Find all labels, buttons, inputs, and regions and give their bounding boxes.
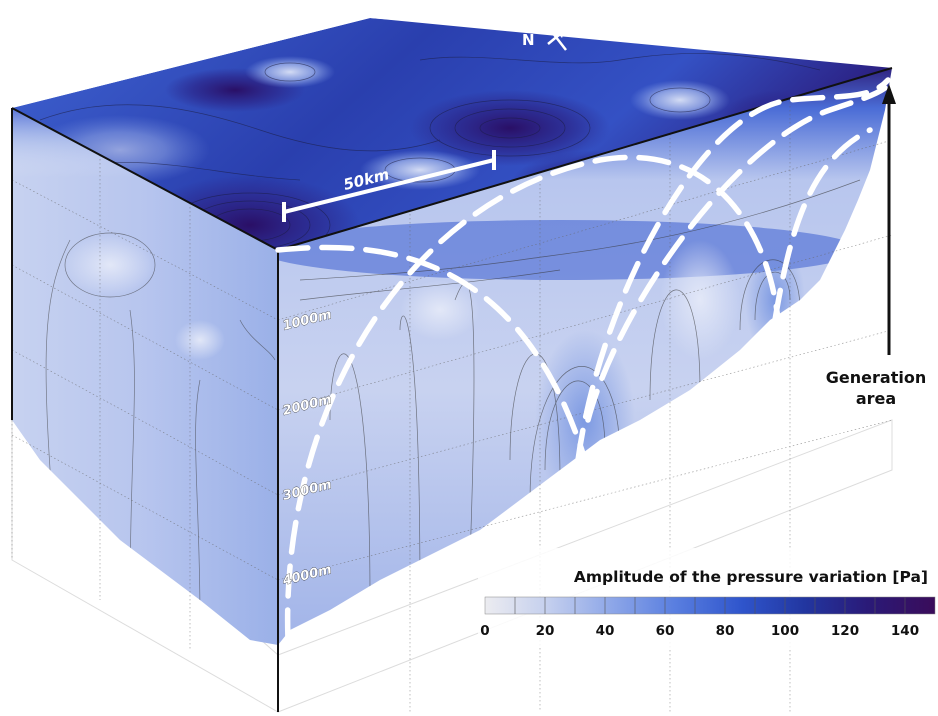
colorbar-gradient (484, 596, 936, 615)
generation-area-marker: Generation area (826, 84, 926, 408)
colorbar-tick-label: 20 (536, 623, 555, 639)
colorbar-tick-label: 100 (771, 623, 799, 639)
colorbar-tick-label: 80 (716, 623, 735, 639)
north-arrow: N (522, 29, 567, 51)
colorbar: Amplitude of the pressure variation [Pa]… (478, 548, 938, 648)
colorbar-contour-lines (514, 597, 906, 614)
colorbar-tick-label: 140 (891, 623, 919, 639)
colorbar-tick-label: 0 (480, 623, 489, 639)
north-arrow-label: N (522, 31, 535, 49)
generation-label-line2: area (856, 389, 896, 408)
generation-label-line1: Generation (826, 368, 926, 387)
colorbar-title: Amplitude of the pressure variation [Pa] (574, 568, 928, 586)
colorbar-tick-label: 40 (596, 623, 615, 639)
colorbar-tick-label: 120 (831, 623, 859, 639)
colorbar-ticks: 0 20 40 60 80 100 120 140 (480, 623, 919, 639)
ray-paths (275, 77, 891, 643)
colorbar-tick-label: 60 (656, 623, 675, 639)
depth-grid (11, 98, 893, 712)
